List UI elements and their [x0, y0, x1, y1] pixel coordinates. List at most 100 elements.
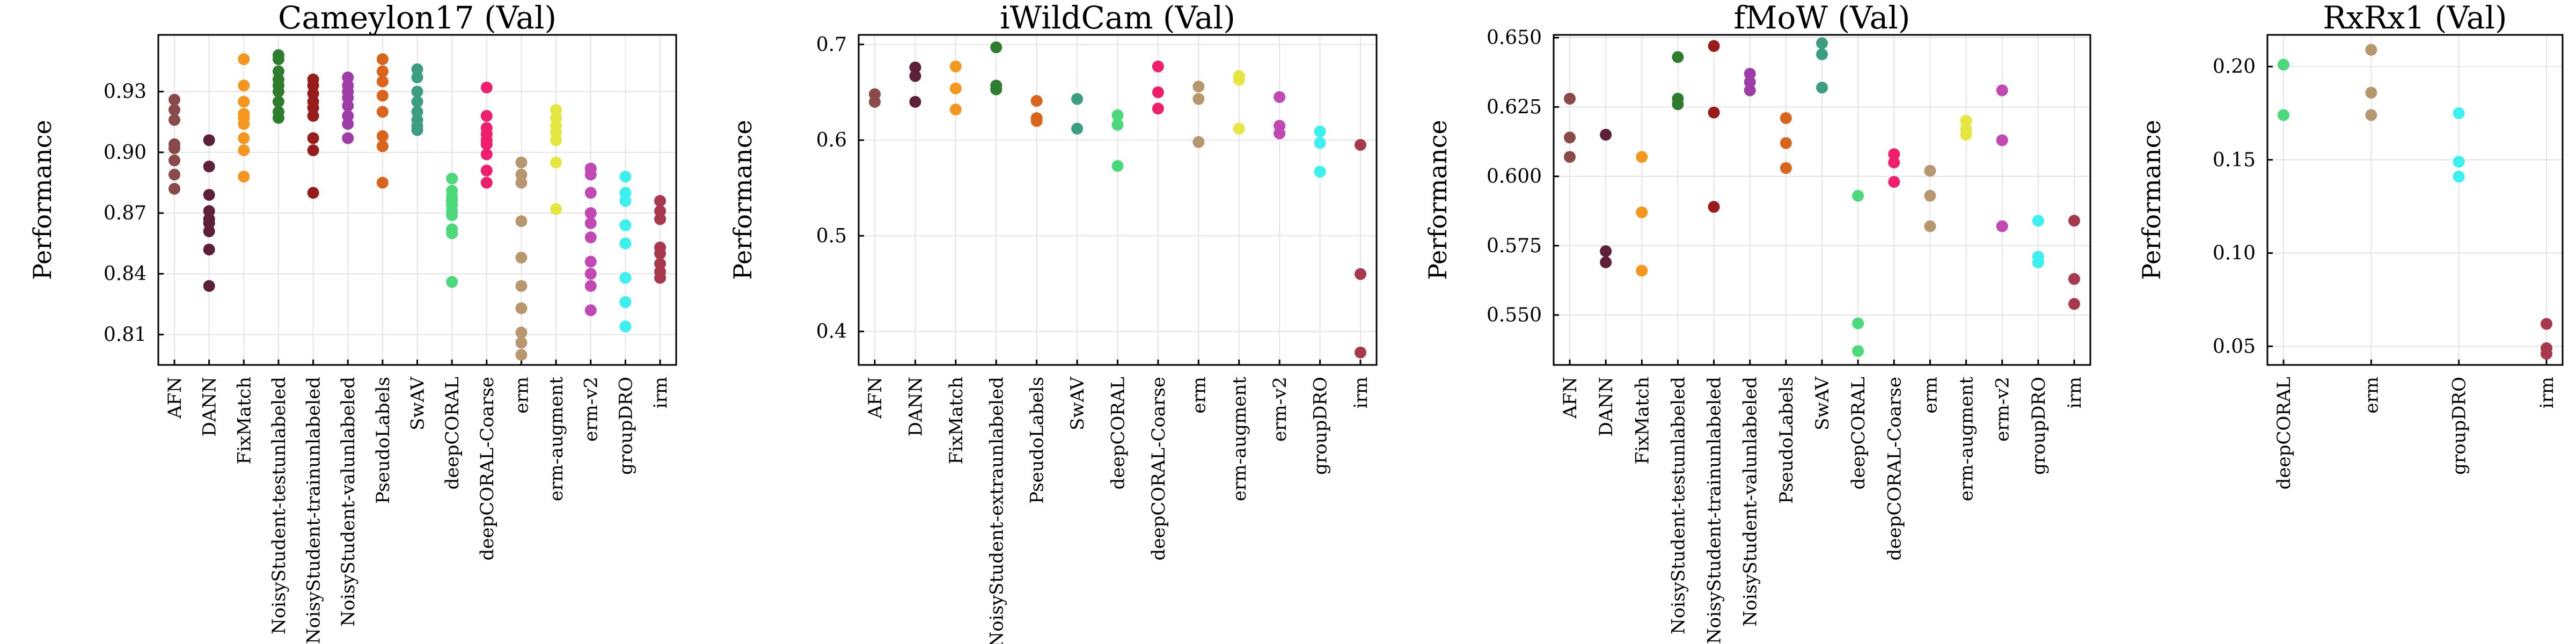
data-point: [411, 71, 423, 84]
data-point: [1152, 60, 1164, 72]
data-point: [654, 195, 666, 207]
data-point: [654, 247, 666, 260]
data-point: [446, 172, 458, 185]
data-point: [2032, 256, 2044, 268]
data-point: [1636, 206, 1648, 218]
data-point: [1708, 201, 1720, 213]
x-tick-label: erm-augment: [1229, 377, 1250, 501]
x-tick-label: NoisyStudent-valunlabeled: [338, 377, 359, 626]
data-point: [169, 93, 180, 106]
data-point: [1233, 122, 1245, 135]
data-point: [1888, 156, 1900, 169]
data-point: [2365, 109, 2377, 121]
x-tick-label: deepCORAL-Coarse: [477, 377, 498, 560]
data-point: [654, 213, 666, 225]
data-point: [1636, 265, 1648, 277]
data-point: [909, 96, 921, 108]
y-tick-label: 0.550: [1487, 304, 1542, 326]
data-point: [238, 96, 250, 108]
data-point: [169, 154, 180, 166]
data-point: [238, 79, 250, 92]
x-tick-label: deepCORAL: [2273, 377, 2295, 489]
data-point: [584, 187, 597, 199]
data-point: [1816, 48, 1828, 61]
data-point: [1600, 245, 1612, 258]
x-tick-label: NoisyStudent-trainunlabeled: [303, 377, 325, 644]
data-point: [550, 156, 562, 169]
data-point: [480, 82, 493, 94]
data-point: [550, 134, 562, 147]
panel-title: RxRx1 (Val): [2323, 0, 2507, 36]
y-tick-label: 0.7: [816, 34, 847, 56]
data-point: [550, 126, 562, 138]
data-point: [342, 100, 354, 112]
data-point: [619, 320, 632, 333]
y-tick-label: 0.6: [816, 129, 847, 151]
data-point: [1816, 82, 1828, 94]
data-point: [238, 132, 250, 144]
data-point: [307, 187, 319, 199]
data-point: [376, 90, 389, 102]
panel-camelyon17: Cameylon17 (Val) Performance 0.81 0.84 0.87 0…: [28, 0, 677, 644]
data-point: [654, 205, 666, 217]
x-tick-label: groupDRO: [2028, 377, 2050, 475]
x-tick-label: FixMatch: [946, 377, 967, 464]
data-point: [272, 65, 284, 77]
data-point: [446, 276, 458, 288]
data-point: [515, 326, 528, 339]
data-point: [2365, 86, 2377, 99]
data-point: [2278, 58, 2289, 71]
data-point: [1152, 86, 1164, 98]
data-point: [1111, 109, 1124, 121]
data-point: [272, 85, 284, 98]
data-point: [2278, 109, 2289, 121]
panel-iwildcam: iWildCam (Val) Performance 0.4 0.5 0.6 0.7 AFN…: [728, 0, 1378, 644]
y-tick-label: 0.575: [1487, 235, 1542, 257]
data-point: [1780, 112, 1792, 125]
data-point: [1111, 119, 1124, 131]
x-tick-label: NoisyStudent-testunlabeled: [268, 377, 290, 634]
panel-title: fMoW (Val): [1734, 0, 1911, 36]
panel-rxrx1: RxRx1 (Val) Performance 0.05 0.10 0.15 0.20 de…: [2137, 0, 2564, 489]
data-point: [1996, 84, 2008, 97]
data-point: [619, 187, 632, 199]
x-tick-label: erm: [1920, 377, 1941, 414]
data-point: [619, 237, 632, 250]
data-point: [203, 225, 215, 237]
y-axis-label: Performance: [2137, 120, 2166, 280]
data-point: [2541, 318, 2552, 330]
data-point: [307, 101, 319, 114]
data-point: [1564, 151, 1576, 163]
data-point: [411, 124, 423, 136]
x-tick-label: DANN: [1596, 377, 1617, 436]
data-point: [307, 132, 319, 144]
data-point: [1071, 93, 1084, 105]
x-tick-label: erm-augment: [546, 377, 567, 501]
data-point: [1780, 162, 1792, 174]
x-tick-label: groupDRO: [2449, 377, 2470, 475]
data-point: [411, 106, 423, 118]
data-point: [584, 304, 597, 317]
data-point: [654, 258, 666, 270]
data-point: [342, 91, 354, 104]
data-point: [1314, 165, 1326, 178]
data-point: [1924, 220, 1936, 232]
data-point: [2068, 298, 2080, 310]
x-tick-label: erm: [2361, 377, 2382, 414]
data-point: [1274, 91, 1286, 103]
data-point: [376, 140, 389, 152]
data-point: [376, 177, 389, 189]
data-point: [1888, 175, 1900, 188]
x-tick-label: deepCORAL-Coarse: [1148, 377, 1169, 560]
x-tick-label: NoisyStudent-extraunlabeled: [986, 377, 1007, 644]
data-point: [1996, 220, 2008, 232]
data-point: [2068, 273, 2080, 285]
data-point: [909, 61, 921, 74]
data-point: [1852, 317, 1864, 330]
x-tick-label: deepCORAL: [1848, 377, 1869, 489]
data-point: [1355, 346, 1366, 358]
data-point: [376, 53, 389, 65]
data-point: [1996, 134, 2008, 147]
data-point: [1192, 93, 1205, 105]
data-point: [342, 118, 354, 130]
